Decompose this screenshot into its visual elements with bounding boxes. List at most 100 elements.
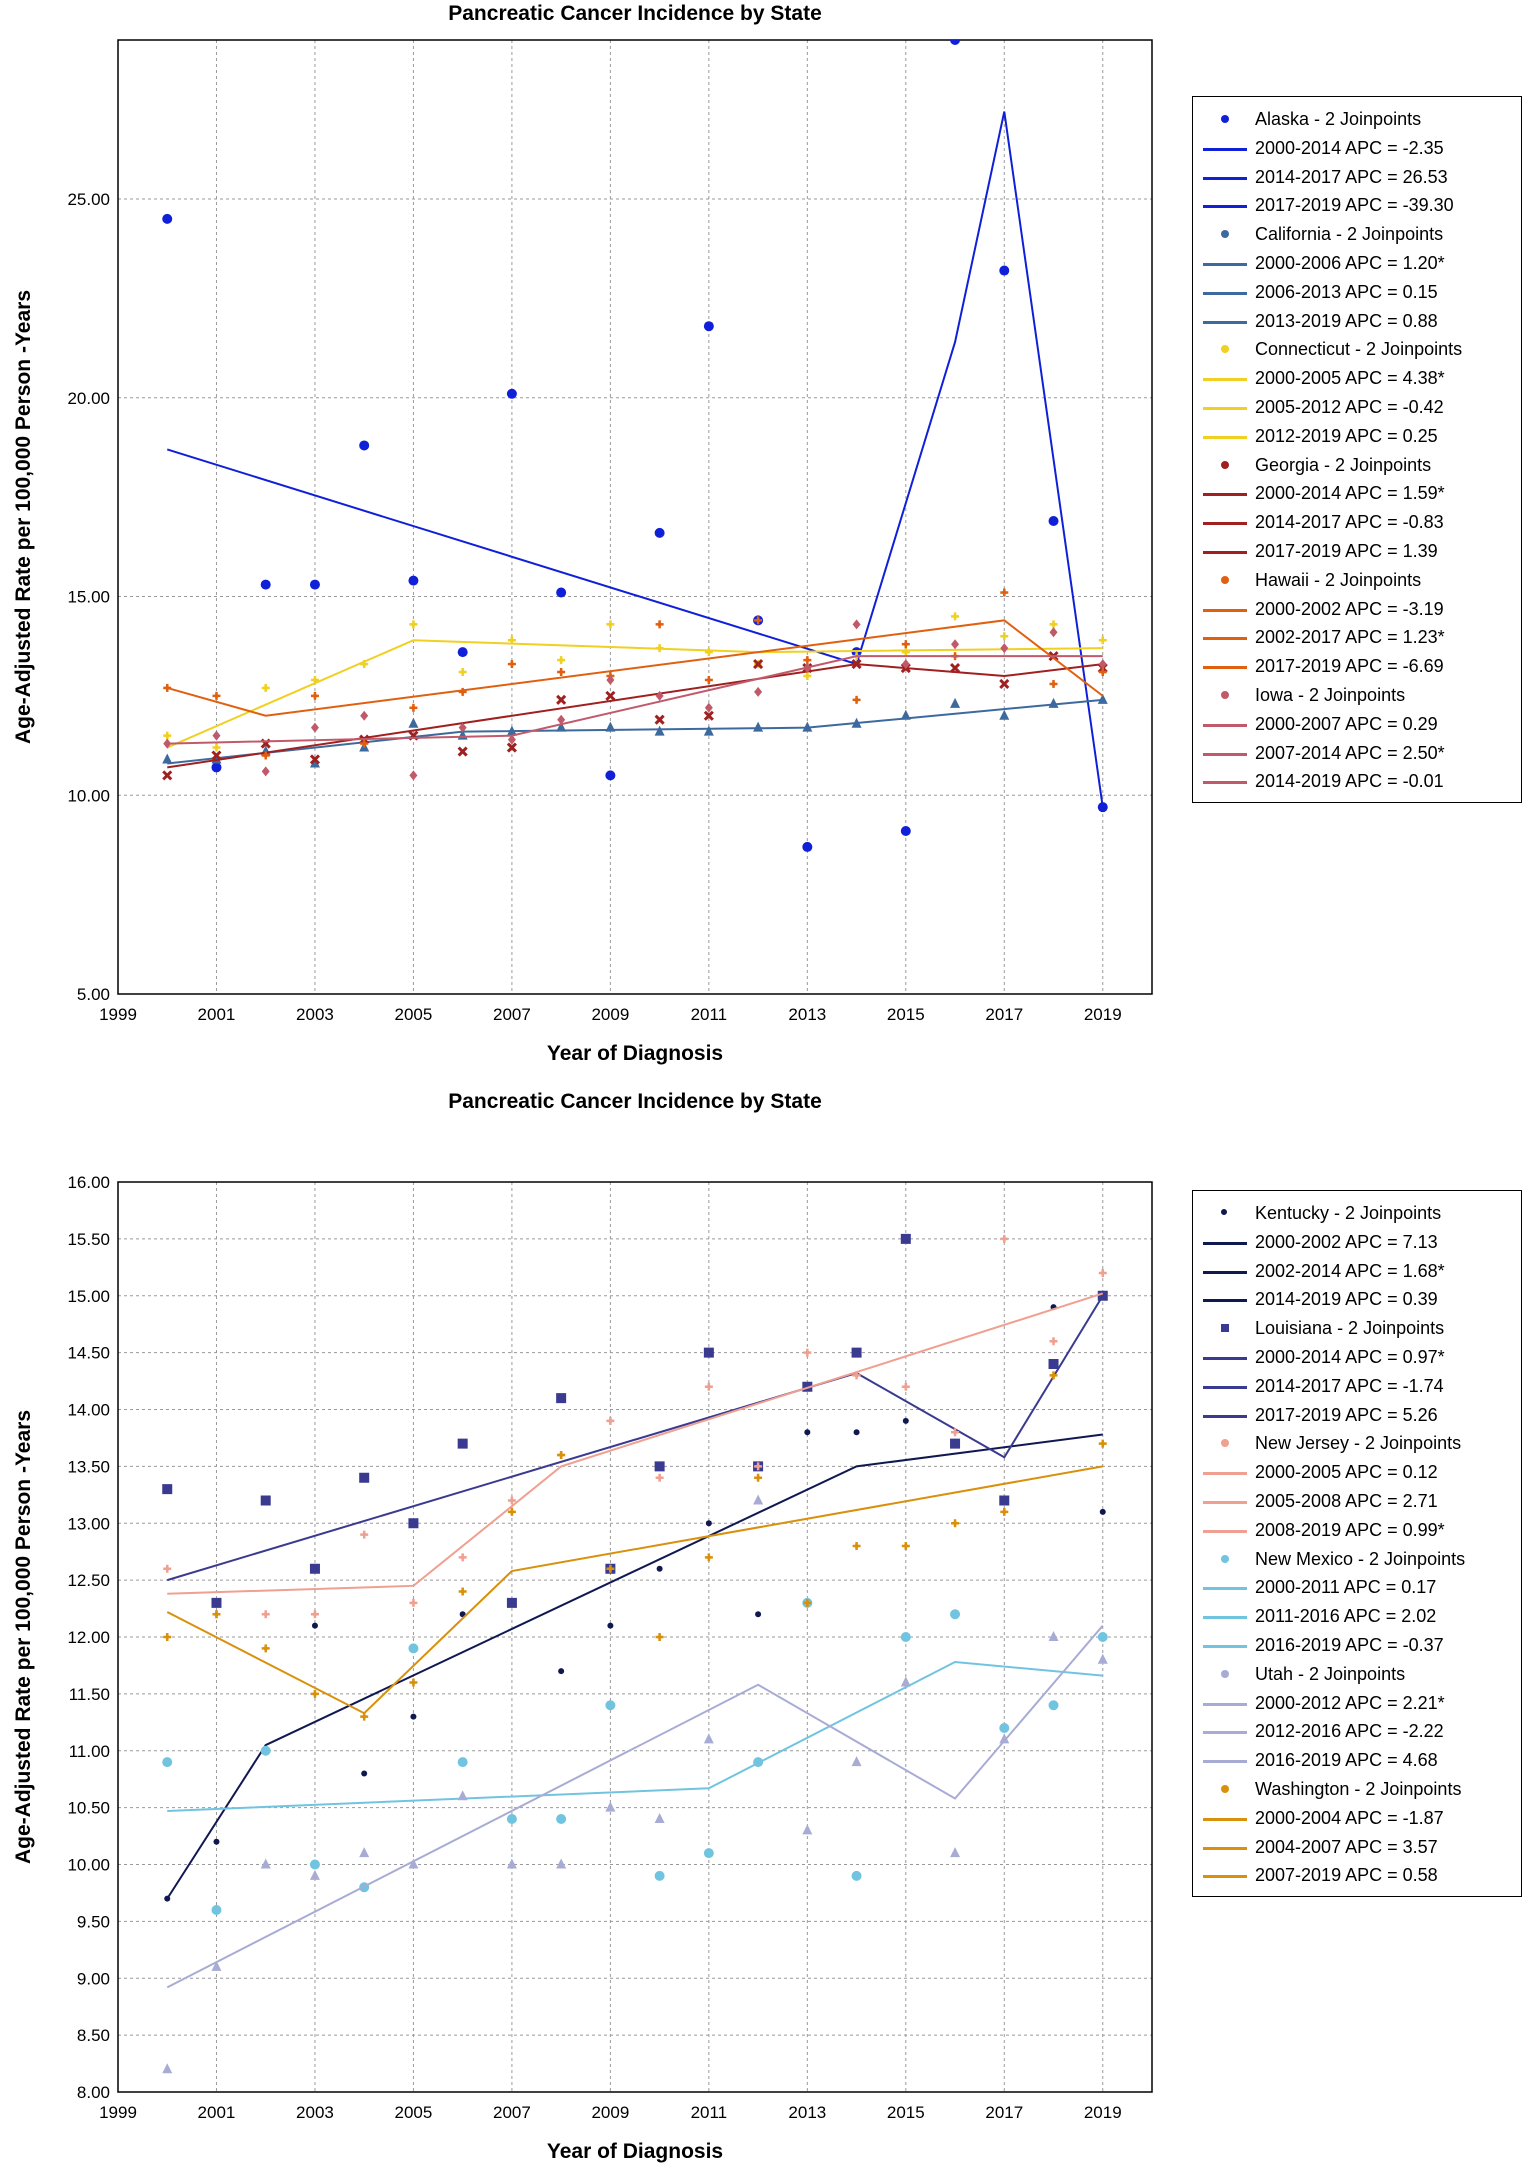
grid [117, 1181, 1152, 2093]
y-tick-label: 15.00 [67, 588, 110, 607]
legend-segment-entry: 2014-2017 APC = 26.53 [1193, 163, 1521, 192]
legend-marker [1221, 230, 1229, 239]
data-point [507, 1507, 516, 1516]
data-point [408, 1643, 419, 1654]
data-point [260, 1495, 271, 1506]
data-point [704, 1553, 713, 1562]
data-point [900, 1632, 911, 1642]
legend-segment-entry: 2007-2019 APC = 0.58 [1193, 1861, 1521, 1890]
legend-segment-label: 2017-2019 APC = -39.30 [1255, 195, 1454, 216]
data-point [162, 1484, 173, 1495]
x-tick-label: 2011 [691, 1005, 728, 1024]
data-point [309, 1869, 320, 1880]
series [163, 588, 1107, 760]
legend-series-label: Iowa - 2 Joinpoints [1255, 684, 1406, 705]
x-tick-label: 2001 [198, 1005, 236, 1024]
data-point [213, 1838, 220, 1845]
data-point [457, 1790, 468, 1801]
data-point [1048, 697, 1059, 708]
data-point [901, 648, 910, 657]
data-point [163, 683, 172, 692]
data-point [211, 762, 222, 773]
data-point [458, 1587, 467, 1596]
data-point [260, 1745, 271, 1756]
legend-line-swatch [1203, 320, 1247, 324]
data-point [162, 770, 173, 781]
data-point [950, 697, 961, 708]
data-point [803, 663, 812, 674]
data-point [408, 1858, 419, 1869]
legend-line-swatch [1203, 1731, 1247, 1735]
data-point [1049, 620, 1058, 629]
data-point [409, 770, 418, 781]
data-point [409, 1598, 418, 1607]
legend-segment-entry: 2000-2002 APC = -3.19 [1193, 595, 1521, 624]
legend-marker [1221, 690, 1229, 699]
data-point [803, 672, 812, 680]
data-point [802, 1824, 813, 1835]
data-point [605, 1801, 616, 1812]
data-point [311, 1622, 318, 1629]
legend-series-label: Louisiana - 2 Joinpoints [1255, 1318, 1445, 1339]
data-point [754, 686, 763, 697]
legend-series-label: California - 2 Joinpoints [1255, 224, 1444, 245]
legend-segment-label: 2002-2017 APC = 1.23* [1255, 627, 1445, 648]
y-tick-label: 10.50 [67, 1799, 110, 1818]
legend-line-swatch [1203, 1760, 1247, 1764]
x-tick-label: 2007 [493, 2103, 531, 2122]
legend-series-entry: Alaska - 2 Joinpoints [1193, 105, 1521, 134]
x-tick-label: 2003 [296, 1005, 334, 1024]
data-point [359, 440, 370, 451]
data-point [557, 668, 566, 677]
legend-segment-label: 2004-2007 APC = 3.57 [1255, 1836, 1438, 1857]
legend-segment-label: 2017-2019 APC = 5.26 [1255, 1404, 1438, 1425]
legend-line-swatch [1203, 1270, 1247, 1274]
data-point [1097, 1290, 1108, 1301]
x-tick-label: 2009 [591, 1005, 629, 1024]
chart-panel-alaska-iowa: Pancreatic Cancer Incidence by State 199… [12, 2, 1522, 1065]
legend-segment-label: 2000-2012 APC = 2.21* [1255, 1692, 1445, 1713]
legend-segment-entry: 2014-2019 APC = 0.39 [1193, 1285, 1521, 1314]
data-point [704, 675, 713, 684]
data-point [556, 1858, 567, 1869]
data-point [309, 1859, 320, 1870]
data-point [211, 1597, 222, 1608]
data-point [703, 1848, 714, 1859]
data-point [556, 587, 567, 598]
data-point [558, 1668, 565, 1675]
data-point [409, 1678, 418, 1687]
legend-marker [1221, 115, 1229, 123]
data-point [704, 702, 713, 713]
fit-line [167, 698, 1103, 765]
data-point [260, 579, 271, 590]
data-point [655, 690, 664, 701]
data-point [458, 722, 467, 733]
legend-segment-label: 2017-2019 APC = -6.69 [1255, 656, 1444, 677]
data-point [556, 721, 567, 732]
legend-line-swatch [1203, 666, 1247, 670]
legend-segment-entry: 2006-2013 APC = 0.15 [1193, 278, 1521, 307]
data-point [951, 1428, 960, 1437]
data-point [163, 1633, 172, 1641]
data-point [1098, 636, 1107, 645]
legend-segment-label: 2014-2019 APC = -0.01 [1255, 771, 1444, 792]
data-point [163, 731, 172, 740]
x-tick-label: 2019 [1084, 2103, 1122, 2122]
legend-segment-entry: 2000-2002 APC = 7.13 [1193, 1228, 1521, 1257]
data-point [951, 1519, 960, 1528]
data-point [1098, 668, 1107, 677]
fit-line [166, 1624, 1104, 1989]
legend-line-swatch [1203, 291, 1247, 295]
data-point [261, 683, 270, 692]
data-point [507, 636, 516, 645]
legend-line-swatch [1203, 781, 1247, 785]
legend-segment-label: 2016-2019 APC = -0.37 [1255, 1634, 1444, 1655]
legend-segment-label: 2016-2019 APC = 4.68 [1255, 1750, 1438, 1771]
data-point [851, 1347, 862, 1358]
legend-line-swatch [1203, 493, 1247, 497]
data-point [507, 734, 516, 745]
data-point [654, 1870, 665, 1881]
legend-segment-label: 2000-2011 APC = 0.17 [1255, 1577, 1437, 1598]
data-point [852, 695, 861, 704]
y-axis-title: Age-Adjusted Rate per 100,000 Person -Ye… [12, 1410, 35, 1864]
